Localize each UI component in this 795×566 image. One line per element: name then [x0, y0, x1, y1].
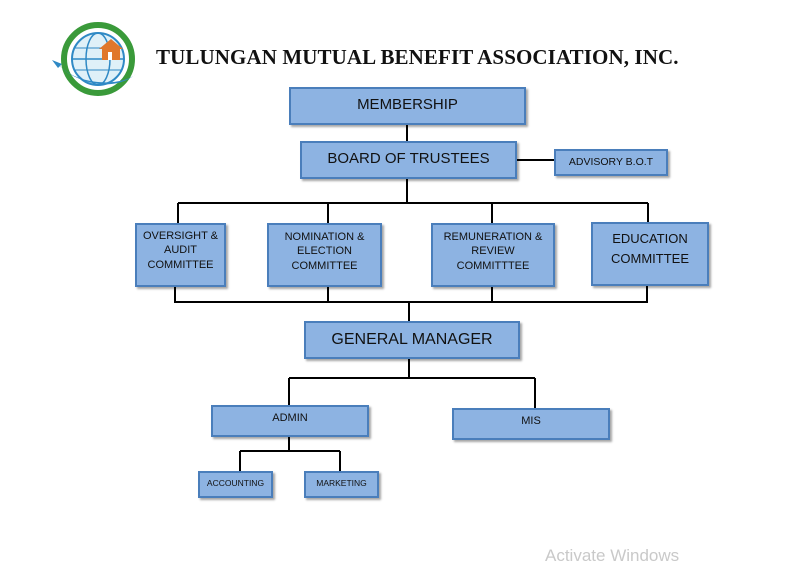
admin-box: ADMIN [211, 405, 369, 437]
advisory-bot-box: ADVISORY B.O.T [554, 149, 668, 176]
marketing-label: MARKETING [316, 478, 367, 488]
education-committee-label: EDUCATION COMMITTEE [611, 231, 689, 267]
oversight-audit-committee-label: OVERSIGHT & AUDIT COMMITTEE [143, 230, 218, 271]
accounting-box: ACCOUNTING [198, 471, 273, 498]
mis-label: MIS [521, 415, 541, 427]
activate-windows-watermark: Activate Windows [545, 546, 680, 565]
education-committee-box: EDUCATION COMMITTEE [591, 222, 709, 286]
general-manager-label: GENERAL MANAGER [331, 331, 493, 348]
board-of-trustees-label: BOARD OF TRUSTEES [327, 150, 490, 167]
mis-box: MIS [452, 408, 610, 440]
association-seal-icon [52, 22, 136, 96]
remuneration-review-committee-label: REMUNERATION & REVIEW COMMITTTEE [443, 231, 543, 272]
organization-title: TULUNGAN MUTUAL BENEFIT ASSOCIATION, INC… [156, 45, 679, 69]
advisory-bot-label: ADVISORY B.O.T [568, 156, 654, 168]
membership-label: MEMBERSHIP [357, 96, 458, 113]
marketing-box: MARKETING [304, 471, 379, 498]
admin-label: ADMIN [272, 412, 308, 424]
remuneration-review-committee-box: REMUNERATION & REVIEW COMMITTTEE [431, 223, 555, 287]
nomination-election-committee-label: NOMINATION & ELECTION COMMITTEE [284, 231, 365, 272]
general-manager-box: GENERAL MANAGER [304, 321, 520, 359]
oversight-audit-committee-box: OVERSIGHT & AUDIT COMMITTEE [135, 223, 226, 287]
nomination-election-committee-box: NOMINATION & ELECTION COMMITTEE [267, 223, 382, 287]
board-of-trustees-box: BOARD OF TRUSTEES [300, 141, 517, 179]
accounting-label: ACCOUNTING [206, 478, 265, 488]
membership-box: MEMBERSHIP [289, 87, 526, 125]
